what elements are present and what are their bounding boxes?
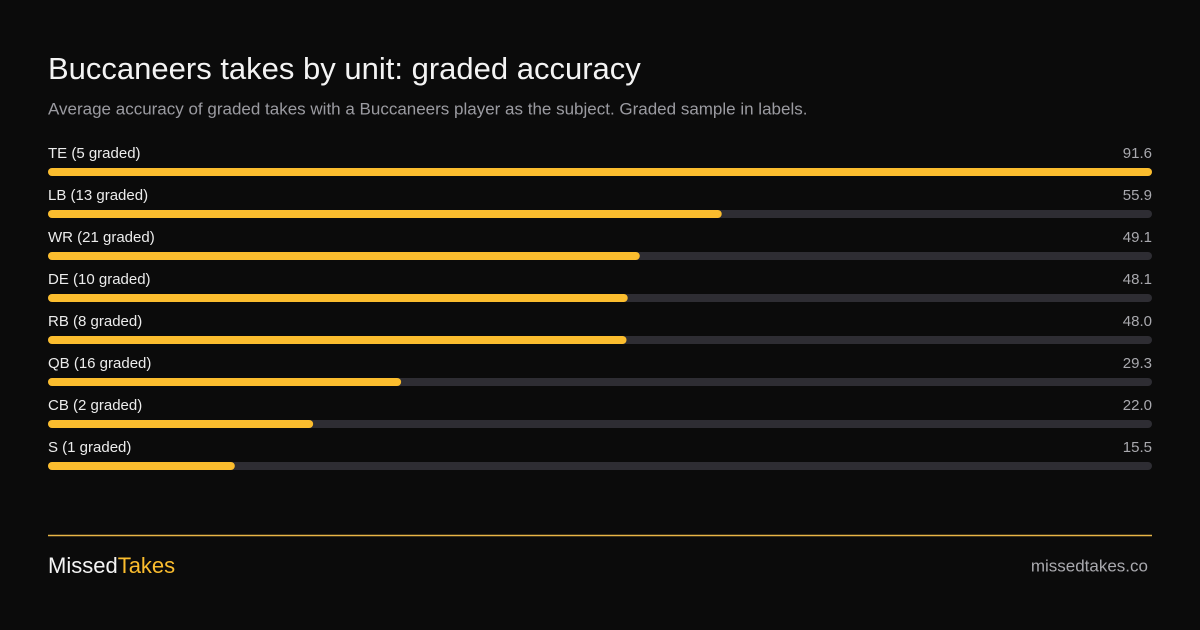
category-label: TE (5 graded) — [48, 145, 141, 162]
category-label: CB (2 graded) — [48, 397, 142, 414]
chart-subtitle: Average accuracy of graded takes with a … — [48, 99, 807, 118]
bar — [48, 378, 402, 386]
bar — [48, 294, 628, 302]
footer-url: missedtakes.co — [1031, 556, 1148, 575]
category-label: S (1 graded) — [48, 439, 131, 456]
bar — [48, 420, 314, 428]
value-label: 15.5 — [1123, 439, 1152, 456]
category-label: WR (21 graded) — [48, 229, 155, 246]
bar-track — [48, 420, 1152, 428]
category-label: DE (10 graded) — [48, 271, 151, 288]
brand-first: Missed — [48, 553, 118, 578]
bar — [48, 210, 722, 218]
bar — [48, 336, 627, 344]
category-label: QB (16 graded) — [48, 355, 151, 372]
bar-track — [48, 462, 1152, 470]
brand-second: Takes — [118, 553, 175, 578]
category-label: LB (13 graded) — [48, 187, 148, 204]
value-label: 49.1 — [1123, 229, 1152, 246]
value-label: 55.9 — [1123, 187, 1152, 204]
value-label: 29.3 — [1123, 355, 1152, 372]
brand: MissedTakes — [48, 553, 175, 578]
bar — [48, 168, 1152, 176]
category-label: RB (8 graded) — [48, 313, 142, 330]
value-label: 22.0 — [1123, 397, 1152, 414]
chart-title: Buccaneers takes by unit: graded accurac… — [48, 51, 641, 86]
value-label: 48.0 — [1123, 313, 1152, 330]
value-label: 91.6 — [1123, 145, 1152, 162]
bar — [48, 252, 640, 260]
value-label: 48.1 — [1123, 271, 1152, 288]
bar — [48, 462, 235, 470]
